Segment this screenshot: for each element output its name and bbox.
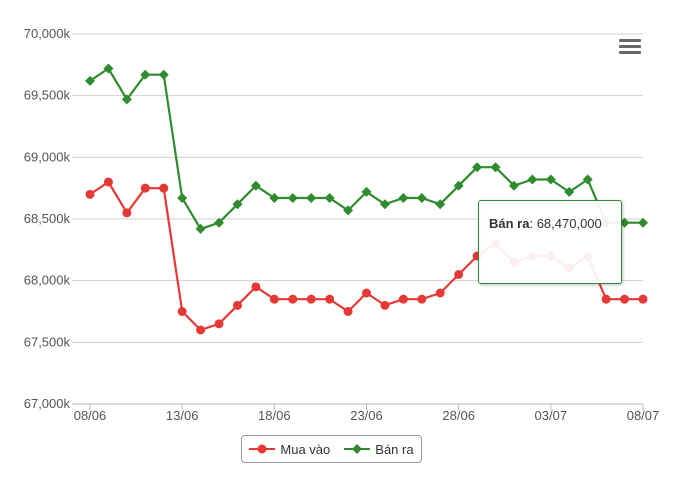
data-point [638, 294, 648, 304]
data-point [269, 193, 280, 204]
data-point [214, 217, 225, 228]
chart-menu-icon[interactable] [617, 37, 643, 59]
data-point [269, 294, 279, 304]
y-tick-label: 69,000k [24, 149, 71, 164]
data-point [620, 294, 630, 304]
data-point [195, 223, 206, 234]
x-tick-label: 13/06 [166, 408, 199, 423]
legend-marker-ban-ra [344, 444, 371, 454]
y-axis: 67,000k 67,500k 68,000k 68,500k 69,000k 69,50… [24, 26, 71, 411]
x-tick-label: 08/07 [627, 408, 660, 423]
data-point [214, 319, 224, 329]
legend-label-mua-vao: Mua vào [280, 441, 331, 457]
data-point [232, 199, 243, 210]
legend-item-ban-ra[interactable]: Bán ra [344, 441, 414, 457]
x-tick-label: 28/06 [442, 408, 475, 423]
data-point [140, 69, 151, 80]
legend-marker-mua-vao [249, 444, 276, 454]
data-point [288, 294, 298, 304]
data-point [545, 174, 556, 185]
y-tick-label: 67,500k [24, 334, 71, 349]
data-point [306, 193, 317, 204]
series-ban-ra [85, 63, 648, 234]
tooltip-series-label: Bán ra [489, 216, 530, 231]
tooltip: Bán ra: 68,470,000 [478, 200, 622, 284]
data-point [361, 186, 372, 197]
data-point [564, 186, 575, 197]
data-point [103, 63, 114, 74]
data-point [177, 307, 187, 316]
data-point [140, 183, 150, 193]
data-point [159, 183, 169, 193]
data-point [85, 75, 95, 86]
data-point [435, 288, 445, 298]
data-point [158, 69, 169, 80]
data-point [287, 193, 298, 204]
x-tick-label: 08/06 [74, 408, 107, 423]
data-point [453, 180, 464, 191]
data-point [417, 294, 427, 304]
data-point [398, 193, 409, 204]
data-point [638, 217, 648, 228]
data-point [85, 189, 95, 199]
data-point [416, 193, 427, 204]
data-point [306, 294, 316, 304]
y-tick-label: 68,000k [24, 273, 71, 288]
data-point [619, 217, 630, 228]
data-point [472, 162, 483, 173]
data-point [435, 199, 446, 210]
data-point [343, 307, 353, 316]
data-point [582, 174, 593, 185]
legend: Mua vào Bán ra [241, 435, 422, 463]
legend-label-ban-ra: Bán ra [375, 441, 414, 457]
x-axis: 08/06 13/06 18/06 23/06 28/06 03/07 08/07 [72, 403, 660, 423]
data-point [325, 294, 335, 304]
y-tick-label: 67,000k [24, 396, 71, 411]
data-point [601, 294, 611, 304]
data-point [324, 193, 335, 204]
data-point [122, 208, 132, 218]
legend-item-mua-vao[interactable]: Mua vào [249, 442, 330, 457]
data-point [454, 270, 464, 279]
data-point [250, 180, 261, 191]
data-point [380, 300, 390, 310]
data-point [490, 162, 501, 173]
data-point [343, 205, 354, 216]
tooltip-value: 68,470,000 [536, 216, 602, 231]
data-point [232, 300, 242, 310]
tooltip-separator: : [529, 216, 537, 231]
data-point [121, 94, 132, 105]
x-tick-label: 03/07 [535, 408, 568, 423]
data-point [398, 294, 408, 304]
data-point [103, 177, 113, 187]
y-tick-label: 68,500k [24, 211, 71, 226]
data-point [177, 193, 188, 204]
data-point [251, 282, 261, 292]
y-tick-label: 70,000k [24, 26, 71, 41]
data-point [527, 174, 538, 185]
x-tick-label: 23/06 [350, 408, 383, 423]
data-point [196, 325, 206, 335]
x-tick-label: 18/06 [258, 408, 291, 423]
y-tick-label: 69,500k [24, 88, 71, 103]
data-point [508, 180, 519, 191]
data-point [362, 288, 371, 298]
data-point [379, 199, 390, 210]
